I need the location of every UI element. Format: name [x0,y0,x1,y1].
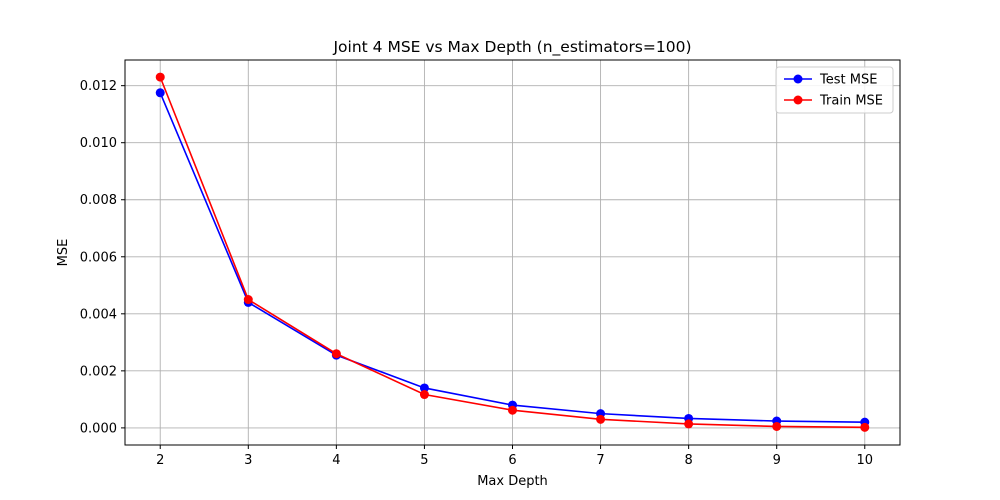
legend-label-test-mse: Test MSE [819,73,877,88]
tick-layer: 2 3 4 5 6 7 8 9 10 0.000 0.002 0.004 0.006 0.008 0.010… [80,79,873,468]
series-layer [155,72,870,432]
x-tick-label: 7 [596,453,604,468]
data-point-test-mse [155,88,165,98]
data-point-train-mse [860,422,870,432]
data-point-train-mse [508,405,517,415]
data-point-train-mse [331,349,341,359]
legend-marker-test-mse [793,74,803,84]
y-tick-label: 0.000 [80,421,117,436]
x-tick-label: 3 [244,453,252,468]
legend: Test MSE Train MSE [775,66,894,114]
x-tick-label: 6 [508,453,516,468]
chart-title: Joint 4 MSE vs Max Depth (n_estimators=1… [332,38,691,57]
data-point-train-mse [243,295,253,305]
x-tick-label: 4 [332,453,340,468]
x-tick-label: 10 [856,453,873,468]
x-axis-label: Max Depth [477,474,548,489]
data-point-train-mse [596,414,606,424]
y-axis-label: MSE [56,239,71,267]
data-point-train-mse [419,390,429,400]
y-tick-label: 0.002 [80,364,117,379]
data-point-train-mse [684,419,694,429]
y-tick-label: 0.008 [80,193,117,208]
grid-layer [125,60,900,445]
y-tick-label: 0.012 [80,79,117,94]
data-point-train-mse [155,72,165,82]
y-tick-label: 0.010 [80,136,117,151]
data-point-test-mse [419,383,429,393]
legend-label-train-mse: Train MSE [819,94,883,109]
x-tick-label: 8 [684,453,692,468]
x-tick-label: 9 [773,453,781,468]
legend-marker-train-mse [793,95,803,105]
y-tick-label: 0.004 [80,307,117,322]
data-point-train-mse [772,421,782,431]
x-tick-label: 5 [420,453,428,468]
y-tick-label: 0.006 [80,250,117,265]
x-tick-label: 2 [156,453,164,468]
